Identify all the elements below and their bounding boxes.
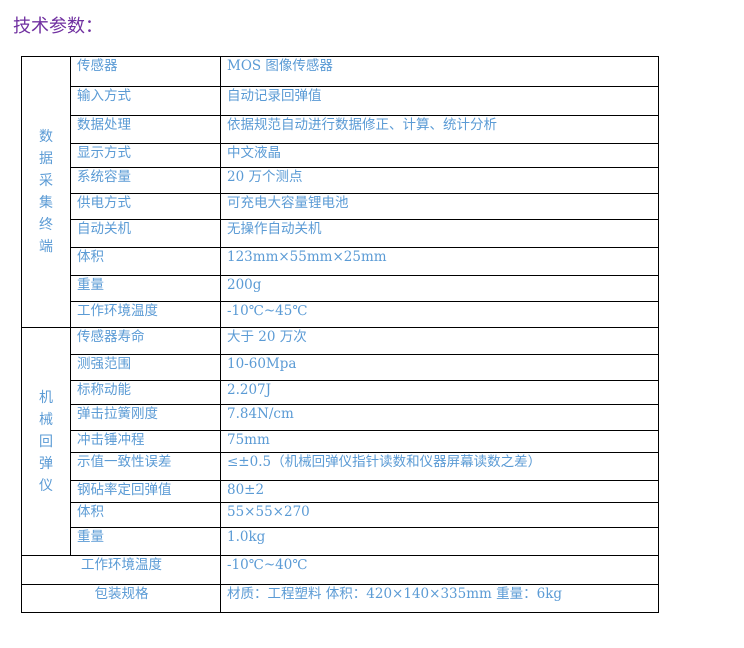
param-value: 中文液晶 [220, 143, 659, 168]
param-name: 工作环境温度 [21, 555, 221, 585]
param-name: 体积 [70, 502, 221, 528]
param-name: 测强范围 [70, 354, 221, 381]
param-value: 依据规范自动进行数据修正、计算、统计分析 [220, 115, 659, 144]
section-label-text: 机械回弹仪 [39, 389, 53, 494]
param-name: 工作环境温度 [70, 301, 221, 328]
param-name: 供电方式 [70, 193, 221, 220]
table-row: 钢砧率定回弹值 80±2 [22, 480, 659, 503]
table-row: 体积 55×55×270 [22, 502, 659, 528]
table-row: 体积 123mm×55mm×25mm [22, 247, 659, 276]
param-name: 冲击锤冲程 [70, 430, 221, 453]
spec-table: 数据采集终端 传感器 MOS 图像传感器 输入方式 自动记录回弹值 数据处理 依据规范自动进… [21, 56, 659, 613]
param-value: 自动记录回弹值 [220, 86, 659, 116]
param-name: 自动关机 [70, 219, 221, 248]
table-row: 机械回弹仪 传感器寿命 大于 20 万次 [21, 327, 659, 556]
param-value: -10℃~40℃ [220, 555, 659, 585]
param-name: 传感器寿命 [70, 327, 221, 355]
table-row: 包装规格 材质：工程塑料 体积：420×140×335mm 重量：6kg [21, 584, 659, 613]
param-name: 钢砧率定回弹值 [70, 480, 221, 503]
param-value: 无操作自动关机 [220, 219, 659, 248]
param-value: 123mm×55mm×25mm [220, 247, 659, 276]
table-row: 系统容量 20 万个测点 [22, 167, 659, 194]
param-value: 1.0kg [220, 527, 659, 556]
param-name: 系统容量 [70, 167, 221, 194]
param-value: 200g [220, 275, 659, 302]
param-value: 75mm [220, 430, 659, 453]
table-row: 重量 1.0kg [22, 527, 659, 556]
param-name: 示值一致性误差 [70, 452, 221, 481]
table-row: 重量 200g [22, 275, 659, 302]
param-value: MOS 图像传感器 [220, 56, 659, 87]
param-name: 传感器 [70, 56, 221, 87]
table-row: 工作环境温度 -10℃~40℃ [21, 555, 659, 585]
table-row: 冲击锤冲程 75mm [22, 430, 659, 453]
table-row: 显示方式 中文液晶 [22, 143, 659, 168]
param-value: 7.84N/cm [220, 404, 659, 431]
param-value: 2.207J [220, 380, 659, 405]
param-name: 数据处理 [70, 115, 221, 144]
section-label-text: 数据采集终端 [39, 129, 53, 255]
table-row: 输入方式 自动记录回弹值 [22, 86, 659, 116]
param-name: 输入方式 [70, 86, 221, 116]
param-name: 体积 [70, 247, 221, 276]
param-name: 包装规格 [21, 584, 221, 613]
param-value: 10-60Mpa [220, 354, 659, 381]
param-value: 80±2 [220, 480, 659, 503]
param-value: 20 万个测点 [220, 167, 659, 194]
page-title: 技术参数： [13, 16, 103, 37]
table-row: 数据采集终端 传感器 MOS 图像传感器 [21, 56, 659, 328]
table-row: 供电方式 可充电大容量锂电池 [22, 193, 659, 220]
table-row: 工作环境温度 -10℃~45℃ [22, 301, 659, 328]
section-label: 机械回弹仪 [21, 327, 71, 556]
param-value: ≤±0.5（机械回弹仪指针读数和仪器屏幕读数之差） [220, 452, 659, 481]
param-value: 大于 20 万次 [220, 327, 659, 355]
param-value: 可充电大容量锂电池 [220, 193, 659, 220]
section-label: 数据采集终端 [21, 56, 71, 328]
table-row: 数据处理 依据规范自动进行数据修正、计算、统计分析 [22, 115, 659, 144]
param-name: 重量 [70, 275, 221, 302]
param-value: 材质：工程塑料 体积：420×140×335mm 重量：6kg [220, 584, 659, 613]
param-name: 弹击拉簧刚度 [70, 404, 221, 431]
table-row: 自动关机 无操作自动关机 [22, 219, 659, 248]
param-value: 55×55×270 [220, 502, 659, 528]
param-name: 显示方式 [70, 143, 221, 168]
table-row: 标称动能 2.207J [22, 380, 659, 405]
table-row: 测强范围 10-60Mpa [22, 354, 659, 381]
table-row: 弹击拉簧刚度 7.84N/cm [22, 404, 659, 431]
param-name: 标称动能 [70, 380, 221, 405]
table-row: 示值一致性误差 ≤±0.5（机械回弹仪指针读数和仪器屏幕读数之差） [22, 452, 659, 481]
param-name: 重量 [70, 527, 221, 556]
param-value: -10℃~45℃ [220, 301, 659, 328]
